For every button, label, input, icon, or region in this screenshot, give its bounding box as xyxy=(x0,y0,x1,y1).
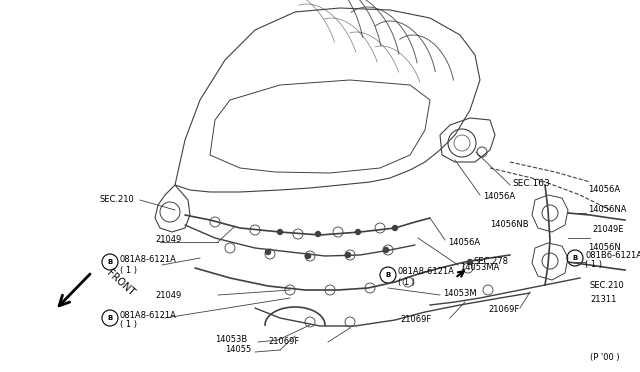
Text: 21049: 21049 xyxy=(155,291,181,299)
Text: 081B6-6121A: 081B6-6121A xyxy=(585,250,640,260)
Text: 21069F: 21069F xyxy=(488,305,519,314)
Text: ( 1 ): ( 1 ) xyxy=(398,278,415,286)
Text: B: B xyxy=(572,255,578,261)
Text: 14053MA: 14053MA xyxy=(460,263,499,272)
Circle shape xyxy=(278,230,282,234)
Text: ( 1 ): ( 1 ) xyxy=(120,266,137,275)
Circle shape xyxy=(266,250,271,254)
Text: B: B xyxy=(108,315,113,321)
Text: SEC.163: SEC.163 xyxy=(512,179,550,187)
Text: 14056A: 14056A xyxy=(588,186,620,195)
Text: 14056A: 14056A xyxy=(448,238,480,247)
Text: ( 1 ): ( 1 ) xyxy=(120,321,137,330)
Circle shape xyxy=(355,230,360,234)
Circle shape xyxy=(305,253,310,259)
Text: FRONT: FRONT xyxy=(105,268,136,298)
Text: 14056NA: 14056NA xyxy=(588,205,627,215)
Circle shape xyxy=(346,253,351,257)
Circle shape xyxy=(383,247,388,253)
Text: 21069F: 21069F xyxy=(268,337,300,346)
Text: B: B xyxy=(385,272,390,278)
Circle shape xyxy=(467,260,472,264)
Text: 21049E: 21049E xyxy=(592,225,623,234)
Text: B: B xyxy=(108,259,113,265)
Text: SEC.210: SEC.210 xyxy=(100,196,135,205)
Text: SEC.210: SEC.210 xyxy=(590,280,625,289)
Text: ( 1 ): ( 1 ) xyxy=(585,260,602,269)
Text: 14053B: 14053B xyxy=(215,336,247,344)
Text: SEC.278: SEC.278 xyxy=(473,257,508,266)
Text: 14056NB: 14056NB xyxy=(490,220,529,229)
Circle shape xyxy=(316,231,321,237)
Text: 081A8-6121A: 081A8-6121A xyxy=(120,256,177,264)
Text: 21069F: 21069F xyxy=(400,315,431,324)
Text: 14055: 14055 xyxy=(225,346,252,355)
Text: 14056A: 14056A xyxy=(483,192,515,201)
Text: 081A8-6121A: 081A8-6121A xyxy=(398,267,455,276)
Text: 21311: 21311 xyxy=(590,295,616,305)
Text: (P '00 ): (P '00 ) xyxy=(590,353,620,362)
Text: 21049: 21049 xyxy=(155,235,181,244)
Text: 14053M: 14053M xyxy=(443,289,477,298)
Text: 14056N: 14056N xyxy=(588,244,621,253)
Circle shape xyxy=(392,225,397,231)
Text: 081A8-6121A: 081A8-6121A xyxy=(120,311,177,320)
